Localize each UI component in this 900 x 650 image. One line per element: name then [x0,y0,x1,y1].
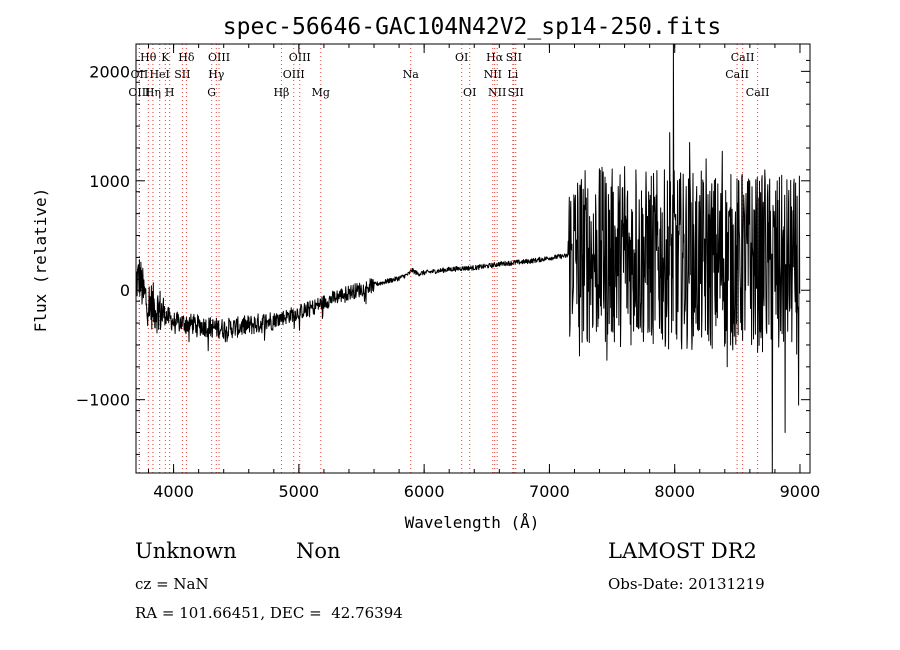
y-tick-label-0: −1000 [76,391,130,410]
line-label-9: OIII [208,51,230,64]
x-tick-label-3: 7000 [529,482,570,501]
x-tick-label-1: 5000 [279,482,320,501]
line-label-11: G [207,86,216,99]
line-label-13: OIII [283,68,305,81]
spectral-line-markers: Hθ OII OIII K HeI Hη H SII Hδ OIII Hγ G OIII OIII Hβ Mg… [128,44,769,473]
line-label-14: Hβ [273,86,289,99]
line-label-26: CaII [725,68,749,81]
x-tick-label-4: 8000 [654,482,695,501]
spectrum-plot [135,43,801,474]
line-label-3: K [161,51,170,64]
x-tick-label-2: 6000 [404,482,445,501]
coordinates-label: RA = 101.66451, DEC = 42.76394 [135,604,403,622]
line-label-24: SII [508,86,524,99]
line-label-6: H [165,86,175,99]
y-tick-label-3: 2000 [89,62,130,81]
x-tick-label-5: 9000 [780,482,821,501]
subclass-label: Non [296,539,341,563]
line-label-18: OI [463,86,476,99]
x-axis-label: Wavelength (Å) [405,513,540,532]
line-label-19: Hα [486,51,504,64]
line-label-2: OIII [128,86,150,99]
line-label-25: CaII [731,51,755,64]
survey-label: LAMOST DR2 [608,539,757,563]
line-label-5: Hη [145,86,161,99]
line-label-16: Na [403,68,420,81]
line-label-23: NII [488,86,506,99]
line-label-7: SII [174,68,190,81]
classification-label: Unknown [135,539,237,563]
y-tick-label-2: 1000 [89,172,130,191]
line-label-22: Li [507,68,518,81]
line-label-27: CaII [746,86,770,99]
obs-date-label: Obs-Date: 20131219 [608,575,765,593]
line-label-21: NII [484,68,502,81]
line-label-0: Hθ [140,51,157,64]
line-label-15: Mg [312,86,330,99]
redshift-label: cz = NaN [135,575,209,593]
line-label-12: OIII [289,51,311,64]
plot-frame [135,43,811,474]
x-tick-label-0: 4000 [153,482,194,501]
chart-axes: 4000 5000 6000 7000 8000 9000 −1000 0 1000 2000 [76,43,821,501]
line-label-4: HeI [149,68,169,81]
line-label-17: OI [455,51,468,64]
chart-title: spec-56646-GAC104N42V2_sp14-250.fits [223,14,722,40]
line-label-1: OII [131,68,149,81]
line-label-20: SII [506,51,522,64]
line-label-8: Hδ [178,51,195,64]
y-axis-label: Flux (relative) [31,188,50,333]
y-tick-label-1: 0 [120,281,130,300]
spectrum-line [135,43,801,474]
line-label-10: Hγ [208,68,225,81]
